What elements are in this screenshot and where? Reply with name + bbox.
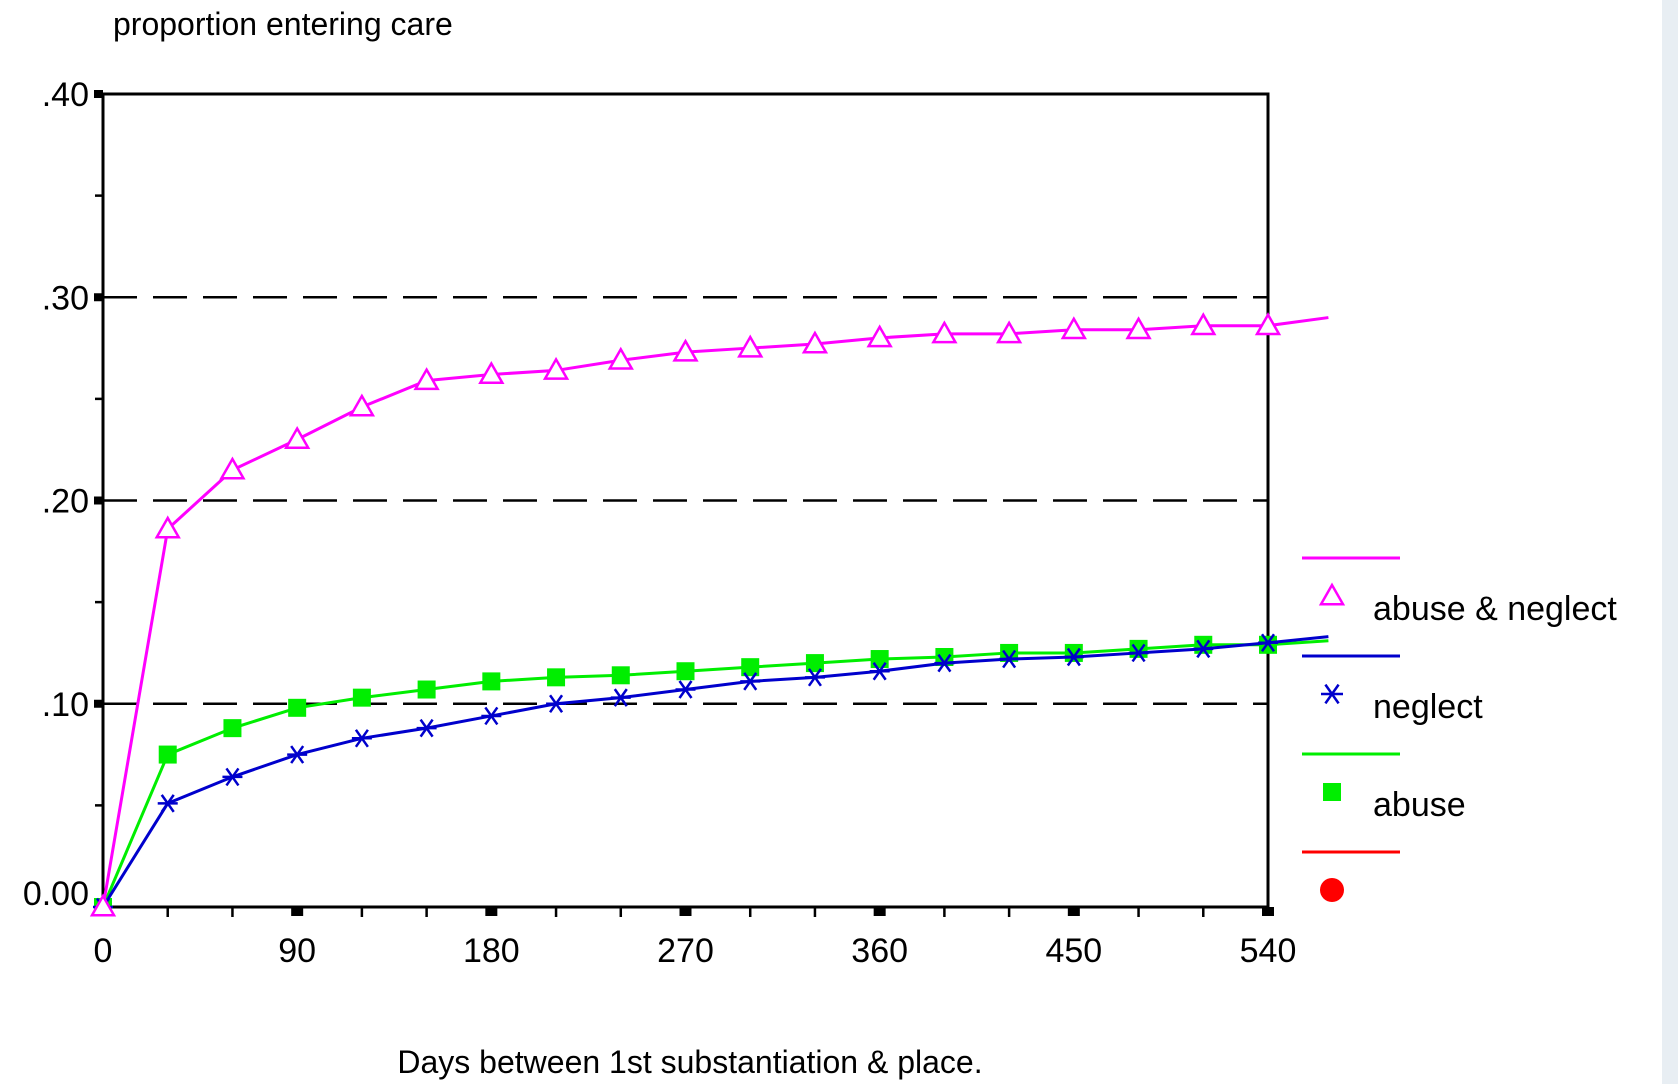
x-tick-mark — [873, 907, 886, 916]
x-axis-title: Days between 1st substantiation & place. — [397, 1044, 982, 1080]
data-point — [348, 393, 376, 417]
data-point — [737, 334, 764, 358]
y-tick-label: .40 — [42, 76, 89, 114]
data-point — [740, 672, 761, 691]
data-point — [1318, 582, 1346, 606]
x-tick-mark — [1262, 907, 1274, 916]
x-tick-mark — [1067, 907, 1080, 916]
data-point — [741, 658, 760, 677]
data-point — [157, 794, 178, 813]
data-point — [546, 694, 567, 713]
data-point — [934, 653, 955, 673]
data-point — [1129, 639, 1148, 658]
data-point — [542, 356, 570, 380]
data-point — [481, 706, 502, 726]
data-point — [413, 367, 440, 391]
series-line — [101, 635, 1329, 908]
y-tick-mark — [94, 90, 103, 98]
legend-label: neglect — [1373, 688, 1483, 726]
data-point — [351, 729, 372, 748]
data-point — [611, 666, 630, 685]
series-line — [101, 316, 1329, 908]
legend-entry — [1302, 850, 1400, 902]
x-tick-label: 270 — [657, 932, 714, 970]
data-point — [870, 650, 889, 669]
data-point — [1194, 635, 1213, 654]
data-point — [801, 330, 829, 354]
data-point — [676, 662, 695, 681]
axes: 0.00 .10 .20 .30 .40 0 90 180 270 360 450 540 — [23, 76, 1297, 970]
data-point — [610, 688, 631, 707]
series-line — [101, 639, 1329, 908]
data-point — [1258, 633, 1278, 652]
data-point — [1060, 316, 1087, 340]
data-point — [672, 338, 699, 362]
y-tick-label: .30 — [42, 279, 89, 317]
data-point — [352, 688, 371, 707]
data-point — [931, 320, 958, 344]
data-point — [999, 649, 1020, 669]
y-tick-label: 0.00 — [23, 875, 89, 913]
data-point — [287, 745, 308, 764]
data-point — [482, 672, 501, 691]
data-point — [1320, 878, 1344, 902]
data-point — [284, 426, 311, 450]
x-tick-label: 0 — [94, 932, 113, 970]
data-point — [607, 346, 634, 370]
x-tick-label: 90 — [278, 932, 316, 970]
series-neglect — [93, 633, 1329, 917]
data-point — [1125, 316, 1152, 340]
data-point — [804, 668, 825, 687]
legend-entry: neglect — [1302, 654, 1483, 726]
x-tick-mark — [291, 907, 304, 916]
x-tick-label: 450 — [1045, 932, 1102, 970]
data-point — [288, 698, 307, 717]
series — [89, 312, 1329, 917]
data-point — [547, 668, 566, 687]
data-point — [675, 680, 696, 699]
data-point — [1190, 312, 1217, 336]
data-point — [866, 324, 893, 348]
legend-entry: abuse — [1302, 752, 1466, 824]
data-point — [219, 456, 246, 480]
series-abuse — [94, 635, 1329, 916]
y-axis-title: proportion entering care — [113, 6, 453, 42]
data-point — [1064, 643, 1083, 662]
grid-lines — [103, 296, 1268, 705]
x-tick-label: 540 — [1240, 932, 1297, 970]
y-tick-mark — [94, 293, 103, 302]
data-point — [158, 745, 177, 764]
series-abuse-neglect — [89, 312, 1329, 917]
legend-label: abuse & neglect — [1373, 590, 1617, 628]
y-tick-mark — [94, 699, 103, 708]
data-point — [1063, 647, 1084, 667]
right-edge-strip — [1662, 0, 1678, 1084]
data-point — [223, 719, 242, 738]
legend-label: abuse — [1373, 786, 1466, 824]
data-point — [154, 515, 181, 539]
data-point — [89, 893, 117, 917]
x-tick-label: 180 — [463, 932, 520, 970]
data-point — [1321, 683, 1343, 705]
y-tick-mark — [94, 496, 103, 505]
x-tick-mark — [485, 907, 498, 916]
data-point — [416, 718, 437, 738]
data-point — [1128, 643, 1149, 663]
y-tick-label: .10 — [42, 686, 89, 724]
data-point — [1193, 639, 1214, 659]
data-point — [805, 654, 824, 673]
y-tick-label: .20 — [42, 483, 89, 521]
data-point — [222, 767, 243, 787]
data-point — [478, 360, 505, 384]
x-tick-mark — [679, 907, 692, 916]
legend: abuse & neglect neglect abuse — [1302, 556, 1617, 902]
data-point — [1254, 312, 1282, 336]
legend-entry: abuse & neglect — [1302, 556, 1617, 628]
data-point — [995, 320, 1023, 344]
x-tick-label: 360 — [851, 932, 908, 970]
data-point — [869, 662, 890, 681]
data-point — [417, 680, 436, 699]
data-point — [1323, 783, 1341, 801]
